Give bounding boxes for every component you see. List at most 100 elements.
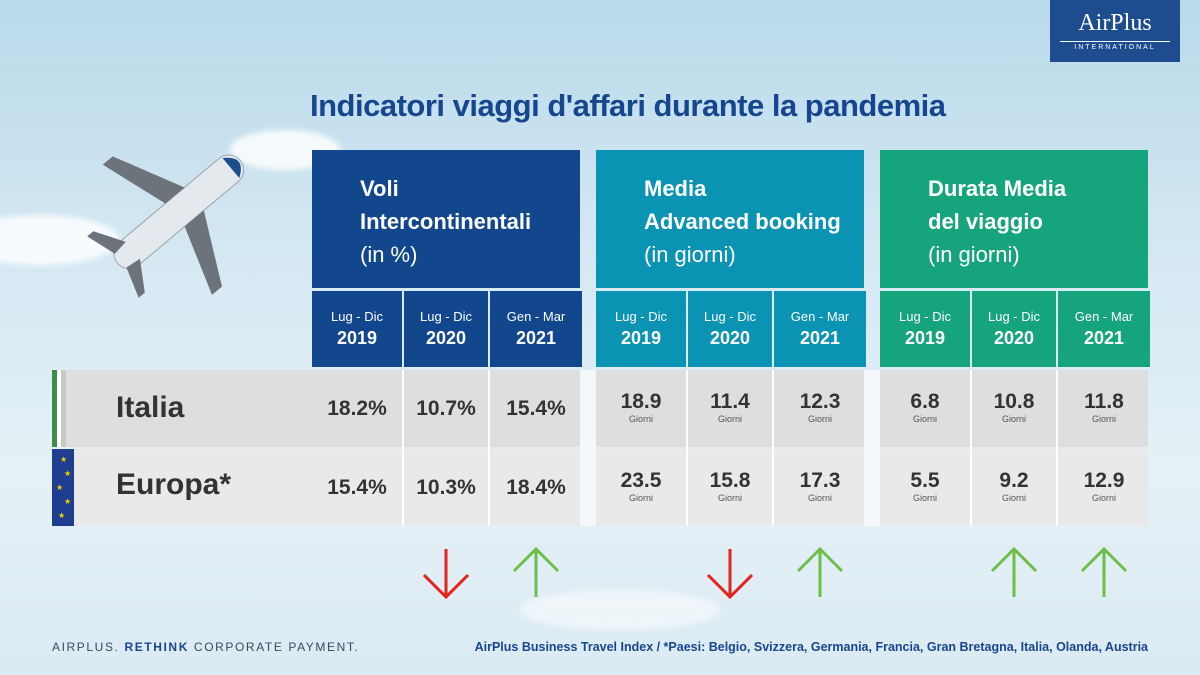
cell-value: 11.8	[1084, 390, 1124, 413]
row-label-italia: Italia	[116, 391, 185, 424]
cell-unit: Giorni	[1091, 493, 1116, 503]
panel-title-line2: Intercontinentali	[360, 209, 532, 234]
period-header: Lug - Dic 2020	[972, 291, 1056, 367]
panel-title-1: Media Advanced booking (in giorni)	[644, 172, 841, 271]
panel-gap	[864, 370, 880, 526]
panel-title-2: Durata Media del viaggio (in giorni)	[928, 172, 1066, 271]
period-range: Lug - Dic	[419, 309, 473, 324]
panel-header-0: Voli Intercontinentali (in %)	[312, 150, 580, 288]
row-italia-right	[880, 370, 1148, 447]
cell-unit: Giorni	[912, 493, 937, 503]
cell-unit: Giorni	[912, 414, 937, 424]
cell-value: 6.8	[910, 390, 940, 413]
cell-value: 17.3	[799, 469, 841, 492]
panel-header-2: Durata Media del viaggio (in giorni)	[880, 150, 1148, 288]
period-range: Lug - Dic	[330, 309, 384, 324]
panel-gap	[580, 370, 596, 526]
period-header: Lug - Dic 2020	[688, 291, 772, 367]
cell-value: 15.4%	[506, 397, 566, 420]
period-range: Lug - Dic	[703, 309, 757, 324]
cell-unit: Giorni	[628, 414, 653, 424]
period-year: 2020	[993, 328, 1035, 348]
table-cell: 10.7%	[404, 397, 488, 421]
period-range: Gen - Mar	[1074, 309, 1134, 324]
logo-brand: AirPlus	[1078, 10, 1152, 36]
cell-value: 18.2%	[327, 397, 387, 420]
cell-value: 23.5	[620, 469, 662, 492]
cell-value: 15.8	[709, 469, 751, 492]
eu-flag-icon: ★ ★ ★ ★ ★	[52, 449, 74, 526]
table-cell: 9.2 Giorni	[972, 469, 1056, 503]
cell-value: 18.4%	[506, 476, 566, 499]
cell-unit: Giorni	[628, 493, 653, 503]
column-separator	[1056, 370, 1058, 526]
arrow-down-icon	[422, 549, 470, 600]
table-cell: 15.8 Giorni	[688, 469, 772, 503]
column-separator	[772, 370, 774, 526]
panel-title-line1: Media	[644, 176, 707, 201]
cloud	[520, 590, 720, 630]
panel-title-line2: Advanced booking	[644, 209, 841, 234]
cell-unit: Giorni	[1001, 414, 1026, 424]
panel-header-1: Media Advanced booking (in giorni)	[596, 150, 864, 288]
panel-title-line1: Durata Media	[928, 176, 1067, 201]
arrow-up-icon	[990, 546, 1038, 597]
row-europa	[52, 449, 864, 526]
cell-value: 12.3	[799, 390, 841, 413]
cell-value: 10.7%	[416, 397, 476, 420]
column-separator	[686, 370, 688, 526]
cell-unit: Giorni	[1001, 493, 1026, 503]
cell-value: 18.9	[620, 390, 662, 413]
period-range: Lug - Dic	[898, 309, 952, 324]
cell-value: 10.3%	[416, 476, 476, 499]
period-range: Gen - Mar	[506, 309, 566, 324]
cell-value: 5.5	[910, 469, 940, 492]
column-separator	[488, 370, 490, 526]
panel-title-unit: (in giorni)	[644, 242, 736, 267]
table-cell: 18.2%	[312, 397, 402, 421]
period-range: Lug - Dic	[614, 309, 668, 324]
cell-unit: Giorni	[807, 414, 832, 424]
period-header: Lug - Dic 2019	[880, 291, 970, 367]
period-range: Gen - Mar	[790, 309, 850, 324]
footer-slogan: AIRPLUS. RETHINK CORPORATE PAYMENT.	[52, 640, 359, 654]
footer-bold: RETHINK	[124, 640, 189, 654]
footer-source: AirPlus Business Travel Index / *Paesi: …	[474, 640, 1148, 654]
period-range: Lug - Dic	[987, 309, 1041, 324]
table-cell: 18.9 Giorni	[596, 390, 686, 424]
footer-prefix: AIRPLUS.	[52, 640, 120, 654]
table-cell: 18.4%	[490, 476, 582, 500]
arrow-up-icon	[796, 546, 844, 597]
cell-value: 15.4%	[327, 476, 387, 499]
period-header: Gen - Mar 2021	[774, 291, 866, 367]
period-header: Gen - Mar 2021	[490, 291, 582, 367]
period-header: Lug - Dic 2019	[312, 291, 402, 367]
row-italia	[52, 370, 864, 447]
cell-value: 10.8	[993, 390, 1035, 413]
table-cell: 5.5 Giorni	[880, 469, 970, 503]
page-title: Indicatori viaggi d'affari durante la pa…	[310, 88, 946, 123]
cell-unit: Giorni	[1091, 414, 1116, 424]
period-year: 2021	[515, 328, 557, 348]
column-separator	[402, 370, 404, 526]
row-europa-right	[880, 449, 1148, 526]
panel-title-unit: (in %)	[360, 242, 418, 267]
period-year: 2021	[799, 328, 841, 348]
period-year: 2020	[709, 328, 751, 348]
airplane-icon	[87, 154, 245, 298]
panel-title-0: Voli Intercontinentali (in %)	[360, 172, 531, 271]
period-year: 2020	[425, 328, 467, 348]
row-label-europa: Europa*	[116, 468, 232, 501]
panel-title-line2: del viaggio	[928, 209, 1043, 234]
panel-title-unit: (in giorni)	[928, 242, 1020, 267]
table-cell: 12.9 Giorni	[1058, 469, 1150, 503]
column-separator	[970, 370, 972, 526]
panel-title-line1: Voli	[360, 176, 399, 201]
table-cell: 10.8 Giorni	[972, 390, 1056, 424]
table-cell: 6.8 Giorni	[880, 390, 970, 424]
cell-value: 9.2	[999, 469, 1029, 492]
cell-unit: Giorni	[807, 493, 832, 503]
airplus-logo: AirPlus INTERNATIONAL	[1050, 0, 1180, 62]
period-year: 2019	[336, 328, 378, 348]
